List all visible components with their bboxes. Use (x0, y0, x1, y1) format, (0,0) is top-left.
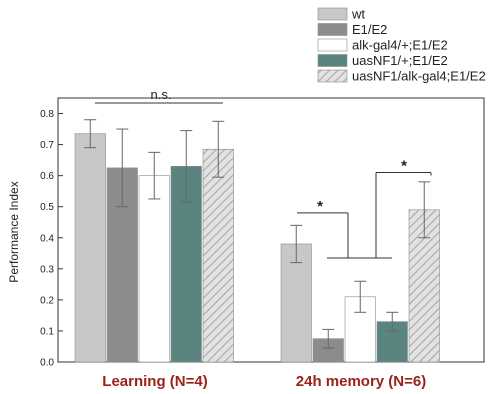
y-axis: 0.0 0.1 0.2 0.3 0.4 0.5 0.6 0.7 0.8 (40, 109, 63, 369)
x-axis: Learning (N=4) 24h memory (N=6) (102, 373, 426, 390)
bars (74, 133, 440, 363)
category-label: 24h memory (N=6) (296, 373, 426, 390)
plot-frame (57, 97, 485, 363)
bar-uasnf1-alk-gal4-e1-e2-group-1 (202, 148, 234, 363)
plot-border (57, 97, 485, 363)
y-tick-label: 0.3 (40, 264, 54, 275)
legend-label: wt (351, 7, 365, 22)
y-tick-label: 0.0 (40, 358, 54, 369)
bar-alk-gal4-e1-e2-group-2 (344, 296, 376, 363)
legend-swatch (317, 54, 348, 67)
error-bars (84, 119, 431, 349)
y-tick-label: 0.7 (40, 140, 54, 151)
legend-swatch (317, 23, 348, 36)
y-axis-title: Performance Index (7, 181, 21, 282)
bar-alk-gal4-e1-e2-group-1 (138, 175, 170, 363)
legend-swatch (317, 69, 348, 83)
category-label: Learning (N=4) (102, 373, 207, 390)
legend-label: E1/E2 (352, 22, 387, 37)
legend-swatch (317, 38, 348, 52)
y-tick-label: 0.6 (40, 171, 54, 182)
significance-star: * (317, 198, 323, 215)
y-tick-label: 0.8 (40, 109, 54, 120)
bar-wt-group-1 (74, 133, 106, 363)
y-tick-label: 0.5 (40, 202, 54, 213)
y-tick-label: 0.4 (40, 233, 54, 244)
ns-label: n.s. (151, 87, 172, 102)
legend-label: alk-gal4/+;E1/E2 (352, 38, 448, 53)
significance-annotations: n.s. * * (95, 87, 432, 259)
legend-label: uasNF1/+;E1/E2 (352, 53, 448, 68)
y-tick-label: 0.2 (40, 295, 54, 306)
significance-star: * (401, 158, 407, 175)
y-tick-label: 0.1 (40, 326, 54, 337)
legend-label: uasNF1/alk-gal4;E1/E2 (352, 69, 486, 84)
legend: wtE1/E2alk-gal4/+;E1/E2uasNF1/+;E1/E2uas… (317, 7, 486, 84)
legend-swatch (317, 7, 348, 21)
